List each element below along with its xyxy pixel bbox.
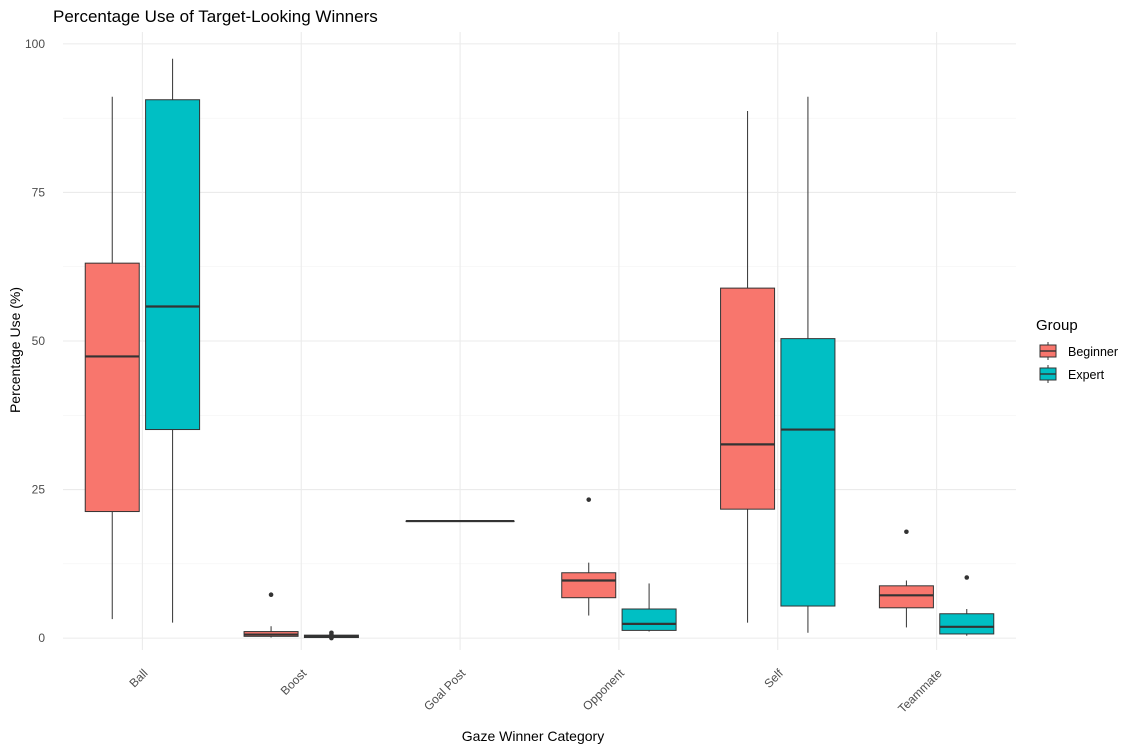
box-body	[878, 585, 934, 609]
box-body	[561, 572, 617, 599]
x-axis-title: Gaze Winner Category	[462, 728, 604, 744]
box-boost-beginner	[243, 592, 299, 638]
x-axis-ticks: Ball Boost Goal Post Opponent Self Teammate	[126, 666, 944, 716]
x-tick-label: Opponent	[580, 666, 628, 714]
box-self-beginner	[720, 111, 776, 623]
box-body	[720, 287, 776, 510]
y-axis-ticks: 0 25 50 75 100	[25, 37, 45, 645]
box-body	[780, 338, 836, 607]
y-tick-label: 75	[32, 185, 46, 199]
legend-entry-expert: Expert	[1039, 365, 1105, 383]
legend: Group Beginner Expert	[1036, 317, 1118, 383]
box-body	[145, 99, 201, 431]
box-teammate-beginner	[878, 529, 934, 628]
box-body	[621, 608, 677, 631]
x-tick-label: Ball	[126, 666, 150, 690]
box-boost-expert	[303, 630, 359, 641]
box-goal-post-beginner	[405, 519, 515, 523]
y-tick-label: 100	[25, 37, 45, 51]
outlier-point	[329, 630, 334, 636]
outlier-point	[904, 529, 909, 535]
y-tick-label: 50	[32, 334, 46, 348]
box-body	[939, 613, 995, 635]
legend-label: Beginner	[1068, 345, 1118, 359]
chart-title: Percentage Use of Target-Looking Winners	[53, 7, 378, 26]
box-ball-beginner	[84, 96, 140, 620]
y-axis-title: Percentage Use (%)	[7, 287, 23, 413]
legend-entry-beginner: Beginner	[1039, 342, 1118, 360]
outlier-point	[586, 497, 592, 502]
x-tick-label: Teammate	[895, 666, 945, 716]
legend-label: Expert	[1068, 368, 1105, 382]
box-opponent-expert	[621, 583, 677, 632]
box-teammate-expert	[939, 575, 995, 636]
y-tick-label: 0	[38, 631, 45, 645]
grid	[63, 32, 1016, 650]
box-series	[84, 58, 995, 641]
box-self-expert	[780, 96, 836, 633]
y-tick-label: 25	[32, 483, 46, 497]
box-body	[84, 262, 140, 513]
x-tick-label: Goal Post	[421, 666, 469, 714]
legend-title: Group	[1036, 317, 1078, 334]
outlier-point	[268, 592, 274, 598]
outlier-point	[964, 575, 970, 580]
x-tick-label: Boost	[278, 666, 310, 698]
x-tick-label: Self	[761, 666, 786, 691]
box-ball-expert	[145, 58, 201, 623]
box-opponent-beginner	[561, 497, 617, 616]
